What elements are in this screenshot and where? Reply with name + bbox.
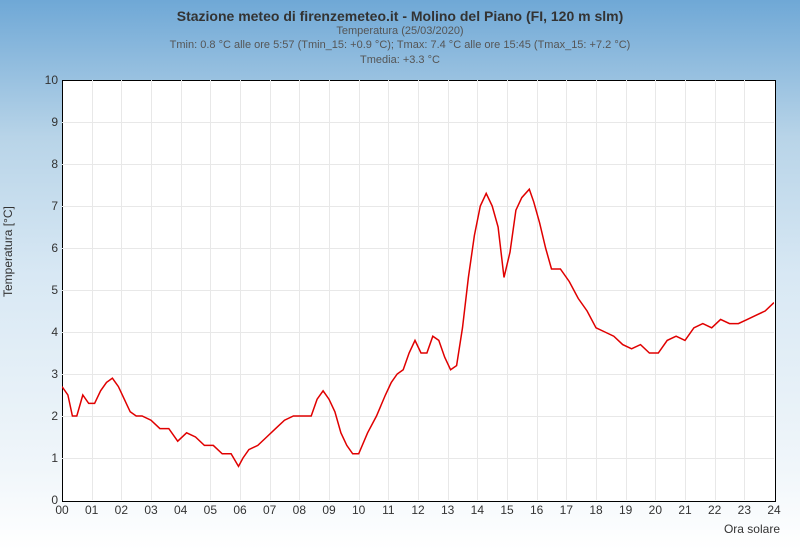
y-axis-label: Temperatura [°C] [1, 206, 15, 297]
y-tick: 6 [28, 241, 58, 255]
x-tick: 11 [382, 503, 394, 517]
y-tick: 8 [28, 157, 58, 171]
y-tick: 2 [28, 409, 58, 423]
chart-subtitle: Temperatura (25/03/2020) Tmin: 0.8 °C al… [0, 24, 800, 67]
y-tick: 10 [28, 73, 58, 87]
chart-title: Stazione meteo di firenzemeteo.it - Moli… [0, 0, 800, 24]
y-tick: 3 [28, 367, 58, 381]
x-tick: 24 [767, 503, 780, 517]
x-tick: 04 [174, 503, 187, 517]
x-tick: 01 [85, 503, 98, 517]
x-tick: 06 [233, 503, 246, 517]
y-tick: 9 [28, 115, 58, 129]
y-tick: 7 [28, 199, 58, 213]
x-tick: 10 [352, 503, 365, 517]
x-tick: 23 [738, 503, 751, 517]
y-tick: 1 [28, 451, 58, 465]
x-tick: 17 [560, 503, 573, 517]
x-tick: 03 [144, 503, 157, 517]
x-axis-label: Ora solare [724, 522, 780, 536]
x-tick: 14 [471, 503, 484, 517]
x-tick: 12 [411, 503, 424, 517]
x-tick: 18 [589, 503, 602, 517]
chart-plot-area [62, 80, 774, 500]
x-tick: 21 [678, 503, 691, 517]
x-tick: 16 [530, 503, 543, 517]
subtitle-line2: Tmin: 0.8 °C alle ore 5:57 (Tmin_15: +0.… [170, 39, 631, 51]
x-tick: 20 [649, 503, 662, 517]
x-tick: 22 [708, 503, 721, 517]
x-tick: 13 [441, 503, 454, 517]
x-tick: 00 [55, 503, 68, 517]
y-tick: 0 [28, 493, 58, 507]
x-tick: 15 [500, 503, 513, 517]
x-tick: 07 [263, 503, 276, 517]
y-tick: 5 [28, 283, 58, 297]
x-tick: 19 [619, 503, 632, 517]
x-tick: 02 [115, 503, 128, 517]
x-tick: 09 [322, 503, 335, 517]
subtitle-line3: Tmedia: +3.3 °C [360, 54, 440, 66]
temperature-line [62, 80, 774, 500]
subtitle-line1: Temperatura (25/03/2020) [336, 25, 463, 37]
x-tick: 05 [204, 503, 217, 517]
x-tick: 08 [293, 503, 306, 517]
y-tick: 4 [28, 325, 58, 339]
